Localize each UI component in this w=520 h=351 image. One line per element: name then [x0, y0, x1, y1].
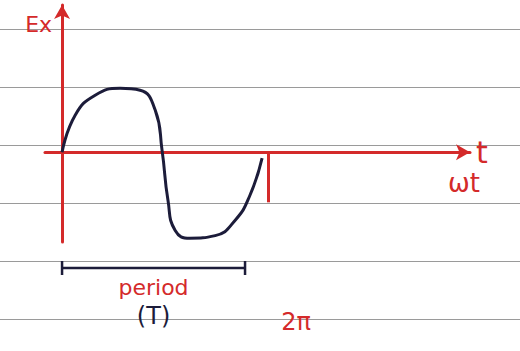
svg-text:Ex: Ex: [25, 12, 52, 37]
svg-text:ωt: ωt: [448, 168, 480, 198]
svg-text:t: t: [476, 135, 488, 170]
svg-text:2π: 2π: [281, 308, 311, 336]
svg-text:(T): (T): [137, 302, 170, 330]
svg-text:period: period: [118, 275, 188, 300]
